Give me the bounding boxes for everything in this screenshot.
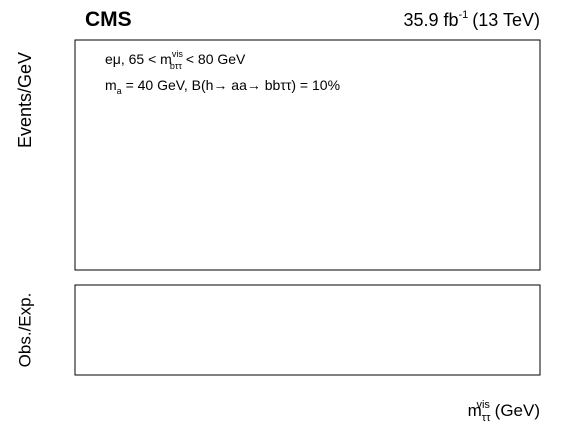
annotation-text: = 40 GeV, B(h→ aa→ bbττ) = 10% xyxy=(122,77,340,93)
annotation-text: < 80 GeV xyxy=(182,51,246,67)
x-label-text: (GeV) xyxy=(490,401,540,420)
y-axis-label: Events/GeV xyxy=(15,52,35,148)
lumi-label: 35.9 fb-1 (13 TeV) xyxy=(403,9,540,30)
annotation-text: eμ, 65 < m xyxy=(105,51,172,67)
main-frame xyxy=(74,39,541,271)
lumi-exponent: -1 xyxy=(459,9,469,21)
annotation-sub: a xyxy=(117,86,122,96)
x-label-sup: vis xyxy=(476,399,490,411)
lumi: 35.9 fb xyxy=(403,10,458,30)
x-axis-label: mττvis (GeV) xyxy=(468,399,540,424)
annotation-sub: bττ xyxy=(170,61,183,71)
ratio-y-axis-label: Obs./Exp. xyxy=(15,293,34,368)
x-label-sub: ττ xyxy=(482,412,491,424)
annotation: eμ, 65 < mvis bττ < 80 GeV xyxy=(105,49,246,71)
x-label-text: m xyxy=(468,401,482,420)
energy: (13 TeV) xyxy=(472,10,540,30)
annotation: ma = 40 GeV, B(h→ aa→ bbττ) = 10% xyxy=(105,77,340,96)
annotation-text: m xyxy=(105,77,117,93)
annotation-sup: vis xyxy=(172,49,183,59)
ratio-frame xyxy=(74,284,541,376)
experiment-label: CMS xyxy=(85,8,132,31)
